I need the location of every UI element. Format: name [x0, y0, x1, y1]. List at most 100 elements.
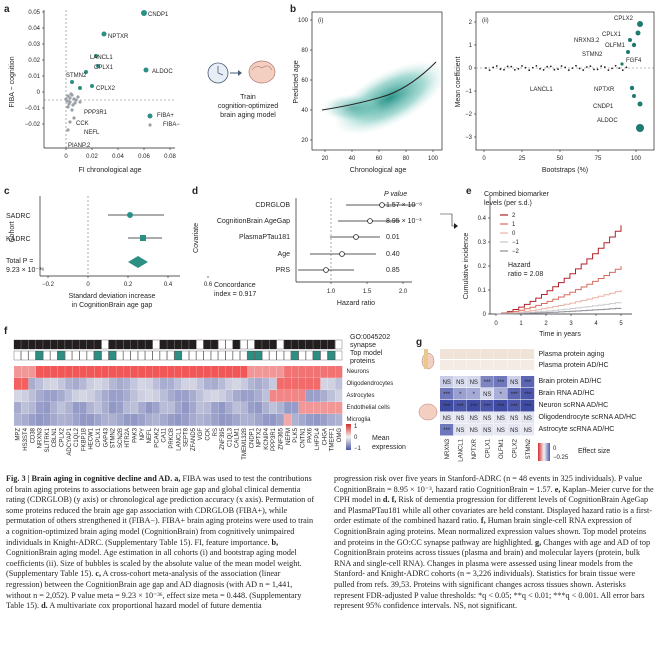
panel-letter-e: e [466, 186, 472, 197]
g-heat-cell [507, 412, 521, 424]
e-xtick: 3 [569, 321, 573, 327]
f-heat-cell [284, 414, 292, 426]
b-ii-point-big [629, 85, 635, 91]
f-heat-cell [284, 378, 292, 390]
caption-bold: Fig. 3 | Brain aging in cognitive declin… [6, 474, 181, 483]
caption-bold: b, [271, 537, 279, 547]
g-sig-label: NS [470, 428, 478, 434]
g-sig-label: NS [443, 416, 451, 422]
b-ii-xtick: 100 [631, 156, 642, 162]
f-gene-label: RS [213, 428, 219, 436]
pvalue: 0.85 [386, 267, 400, 274]
b-ii-point [596, 68, 599, 71]
a-xtick: 0.06 [138, 154, 150, 160]
top-model-cell [254, 350, 262, 361]
a-point [78, 86, 82, 90]
f-gene-label: GAP43 [103, 427, 109, 447]
km-curve [496, 225, 622, 315]
caption-right: progression risk over five years in Stan… [334, 474, 654, 612]
f-heat-cell [181, 402, 189, 414]
synapse-cell [232, 339, 240, 350]
f-heat-cell [138, 414, 146, 426]
f-heat-cell [313, 378, 321, 390]
g-sig-label: *** [524, 392, 532, 398]
g-plasma-aging-cell [453, 349, 467, 359]
synapse-cell [72, 339, 80, 350]
synapse-cell [174, 339, 182, 350]
f-top-row-1b: synapse [350, 342, 376, 349]
b-ii-xtick: 75 [595, 156, 602, 162]
f-heat-cell [145, 414, 153, 426]
f-row-label: Oligodendrocytes [347, 381, 394, 387]
f-heat-cell [298, 402, 306, 414]
synapse-cell [298, 339, 306, 350]
f-heat-cell [335, 390, 343, 402]
pvalue-header: P value [384, 191, 407, 198]
synapse-cell [196, 339, 204, 350]
g-heat-cell [494, 400, 508, 412]
f-heat-cell [189, 390, 197, 402]
top-model-cell [232, 350, 240, 361]
f-heat-cell [152, 390, 160, 402]
top-model-cell [21, 350, 29, 361]
top-model-cell [137, 350, 146, 361]
synapse-cell [116, 339, 124, 350]
covariate-label: CDRGLOB [255, 202, 290, 209]
panel-e-ylabel: Cumulative incidence [463, 233, 470, 300]
f-heat-cell [72, 366, 80, 378]
synapse-cell [152, 339, 160, 350]
b-i-xtick: 100 [428, 156, 439, 162]
f-gene-label: SLITRK1 [45, 427, 51, 452]
f-heat-cell [174, 378, 182, 390]
f-heat-cell [320, 390, 328, 402]
b-ii-point-big [637, 101, 643, 107]
a-point [94, 54, 98, 58]
g-sig-label: NS [456, 380, 464, 386]
top-model-cell [159, 350, 167, 361]
synapse-cell [189, 339, 197, 350]
covariate-label: CognitionBrain AgeGap [217, 218, 290, 225]
km-curve [496, 307, 622, 315]
b-i-xtick: 80 [403, 156, 410, 162]
g-gene-label: LANCL1 [458, 438, 464, 461]
f-heat-cell [313, 402, 321, 414]
f-gene-label: SCN2B [118, 428, 124, 448]
b-i-ytick: 80 [301, 48, 308, 54]
f-heat-cell [14, 366, 22, 378]
f-heat-cell [233, 402, 241, 414]
f-heat-cell [14, 414, 22, 426]
hazard-2: ratio = 2.08 [508, 271, 543, 278]
g-sig-label: *** [524, 404, 532, 410]
f-heat-cell [35, 414, 43, 426]
panel-b-i-ylabel: Predicted age [293, 60, 300, 103]
top-model-cell [327, 350, 335, 361]
panel-b-ii-xlabel: Bootstraps (%) [542, 167, 588, 174]
g-heat-cell [480, 424, 494, 436]
f-heat-cell [203, 390, 211, 402]
f-heat-cell [313, 390, 321, 402]
f-heat-cell [72, 378, 80, 390]
g-heat-cell [521, 412, 535, 424]
panel-b-ii-frame [475, 11, 655, 151]
f-heat-cell [160, 378, 168, 390]
a-point-grey [68, 120, 72, 124]
e-ytick: 0.1 [478, 288, 487, 294]
f-heat-cell [254, 366, 262, 378]
top-model-cell [79, 350, 87, 361]
top-model-cell [262, 350, 270, 361]
top-model-cell [35, 350, 43, 361]
a-point [70, 80, 74, 84]
b-ii-point [549, 65, 552, 68]
a-point [147, 113, 153, 119]
f-heat-cell [247, 414, 255, 426]
f-heat-cell [335, 366, 343, 378]
f-heat-cell [160, 366, 168, 378]
f-heat-cell [240, 390, 248, 402]
f-heat-cell [327, 390, 335, 402]
f-heat-cell [152, 414, 160, 426]
b-ii-point [589, 65, 592, 68]
f-heat-cell [145, 402, 153, 414]
f-heat-cell [240, 378, 248, 390]
f-gene-label: HS3ST4 [23, 427, 29, 450]
f-heat-cell [211, 390, 219, 402]
